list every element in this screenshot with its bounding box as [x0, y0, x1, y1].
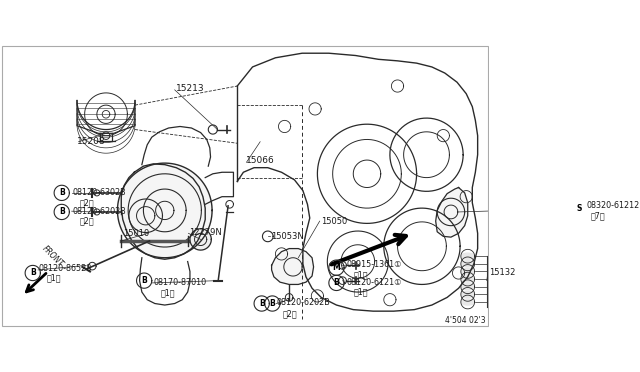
Text: B: B — [259, 299, 264, 308]
Text: （2）: （2） — [283, 309, 298, 318]
Ellipse shape — [461, 269, 475, 275]
Polygon shape — [271, 248, 314, 285]
Polygon shape — [190, 229, 211, 250]
Text: （2）: （2） — [79, 217, 94, 225]
Text: 08170-87010: 08170-87010 — [154, 278, 207, 287]
Text: 15053N: 15053N — [271, 232, 303, 241]
Ellipse shape — [461, 261, 475, 267]
Text: 12279N: 12279N — [189, 228, 222, 237]
Ellipse shape — [461, 276, 475, 282]
Text: B: B — [333, 278, 339, 288]
Polygon shape — [118, 163, 212, 258]
Text: 15132: 15132 — [489, 269, 515, 278]
Text: B: B — [269, 299, 275, 308]
Ellipse shape — [461, 291, 475, 298]
Text: B: B — [59, 188, 65, 198]
Text: S: S — [577, 203, 582, 213]
Text: B: B — [59, 208, 65, 217]
Text: 08120-6202B: 08120-6202B — [72, 207, 126, 216]
Ellipse shape — [461, 253, 475, 259]
Polygon shape — [436, 187, 468, 237]
Text: FRONT: FRONT — [40, 244, 65, 269]
Text: （7）: （7） — [591, 211, 605, 220]
Text: 08320-61212: 08320-61212 — [587, 201, 640, 210]
Text: （1）: （1） — [353, 271, 368, 280]
Text: 08120-6302B: 08120-6302B — [72, 187, 126, 197]
Text: 08120-6202B: 08120-6202B — [277, 298, 331, 307]
Ellipse shape — [461, 284, 475, 290]
Text: （1）: （1） — [353, 288, 368, 296]
Text: 15010: 15010 — [123, 229, 149, 238]
Text: B: B — [141, 276, 147, 285]
Text: 08120-86528: 08120-86528 — [39, 264, 92, 273]
Text: 15208: 15208 — [77, 137, 106, 146]
Text: 4'504 02'3: 4'504 02'3 — [445, 316, 486, 325]
Text: （1）: （1） — [47, 274, 61, 283]
Text: 08915-1361①: 08915-1361① — [346, 260, 402, 269]
Text: M: M — [333, 263, 340, 272]
Text: 15050: 15050 — [321, 217, 348, 225]
Polygon shape — [262, 231, 273, 242]
Text: 15066: 15066 — [246, 155, 275, 164]
Text: B: B — [30, 269, 36, 278]
Text: （2）: （2） — [79, 198, 94, 207]
Text: 15213: 15213 — [176, 84, 205, 93]
Polygon shape — [121, 164, 205, 259]
Text: （1）: （1） — [161, 288, 175, 297]
Ellipse shape — [461, 299, 475, 305]
Text: 08120-6121①: 08120-6121① — [346, 278, 402, 287]
